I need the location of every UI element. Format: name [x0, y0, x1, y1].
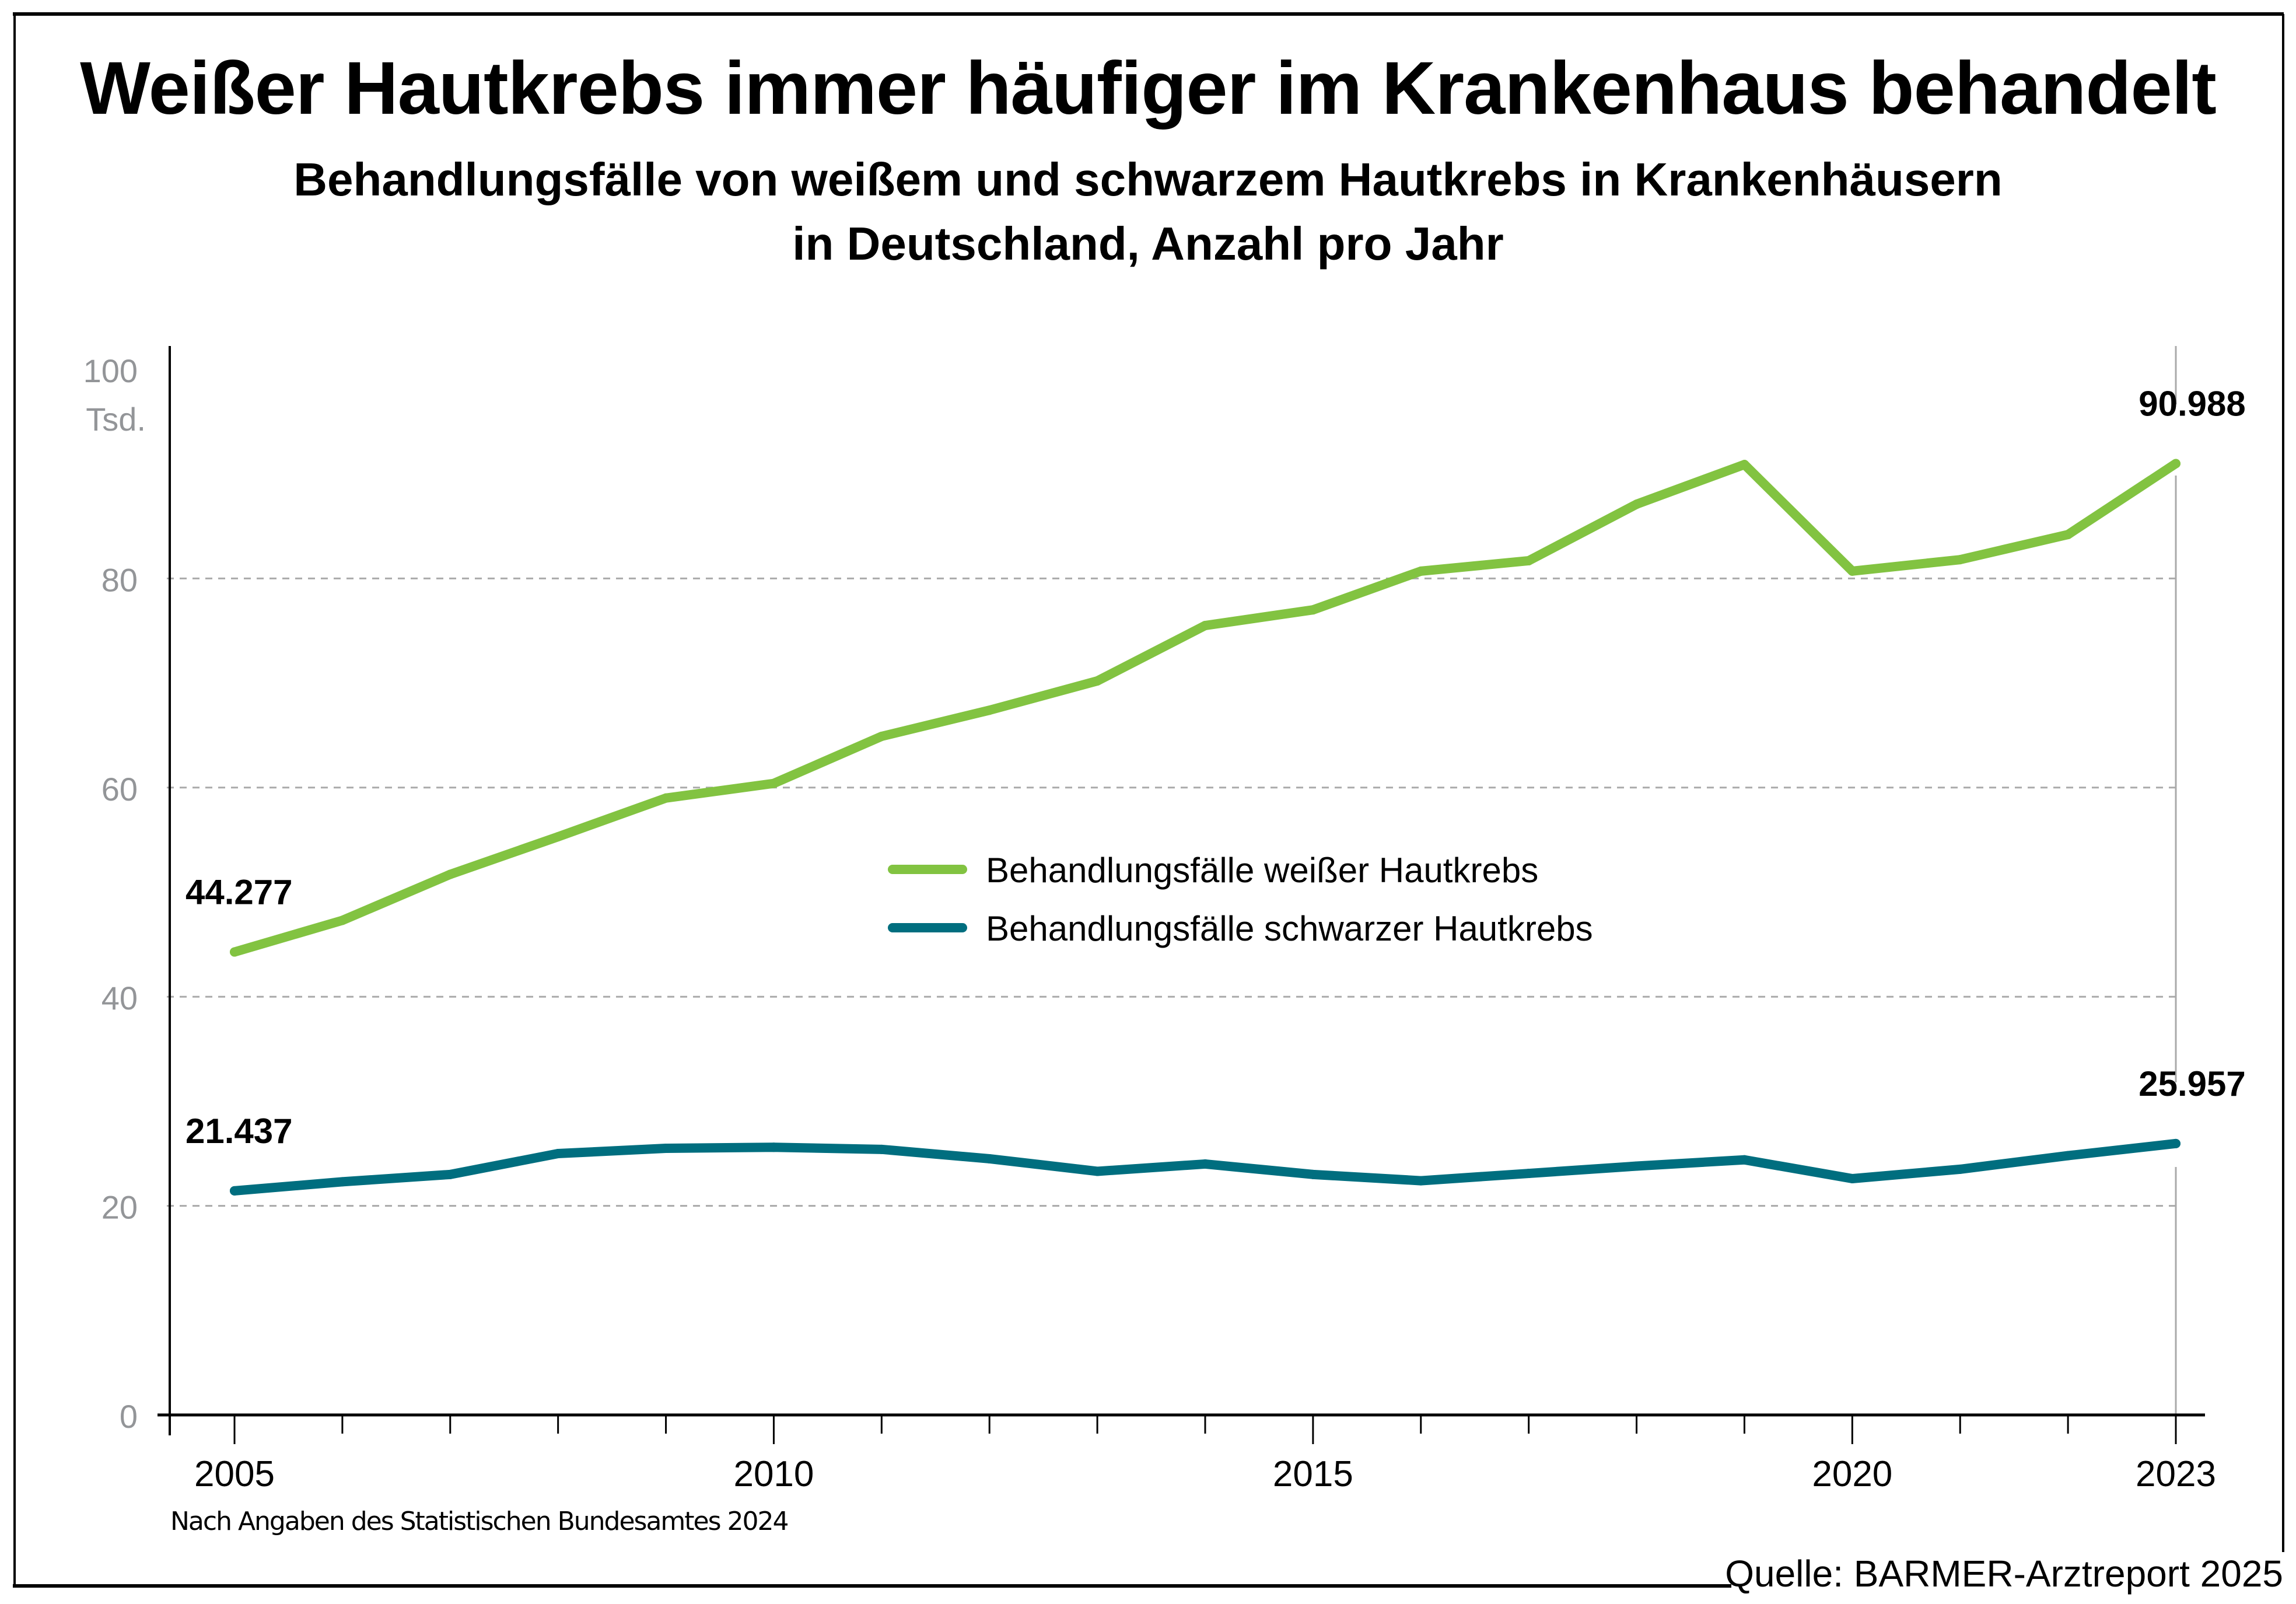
data-point-white-2011	[877, 731, 887, 741]
data-point-black-2011	[877, 1144, 887, 1154]
data-point-black-2015	[1308, 1169, 1318, 1179]
data-point-white-2021	[1955, 555, 1965, 565]
data-note: Nach Angaben des Statistischen Bundesamt…	[170, 1507, 789, 1536]
data-point-white-2006	[337, 915, 347, 925]
data-point-black-2005	[230, 1186, 239, 1196]
y-tick-label-0: 0	[120, 1398, 138, 1435]
y-tick-label-20: 20	[102, 1189, 138, 1226]
chart-subtitle-line1: Behandlungsfälle von weißem und schwarze…	[293, 153, 2003, 205]
data-label-black-2005: 21.437	[186, 1112, 293, 1151]
x-tick-label-2005: 2005	[194, 1454, 275, 1494]
y-tick-label-100: 100	[83, 352, 138, 389]
data-point-black-2023	[2171, 1138, 2180, 1148]
y-tick-label-40: 40	[102, 980, 138, 1016]
data-point-white-2023	[2171, 459, 2180, 469]
data-point-black-2022	[2063, 1151, 2073, 1161]
y-unit-label: Tsd.	[86, 401, 146, 438]
data-point-black-2014	[1200, 1159, 1210, 1169]
data-point-white-2018	[1632, 499, 1642, 509]
data-point-black-2020	[1847, 1174, 1857, 1184]
data-point-black-2018	[1632, 1161, 1642, 1171]
data-point-black-2007	[445, 1169, 455, 1179]
data-point-white-2019	[1740, 460, 1749, 470]
data-point-black-2013	[1093, 1166, 1102, 1176]
data-point-black-2009	[661, 1144, 671, 1154]
data-point-white-2015	[1308, 605, 1318, 615]
data-point-black-2006	[337, 1177, 347, 1187]
legend-label-white: Behandlungsfälle weißer Hautkrebs	[986, 851, 1538, 890]
data-point-white-2009	[661, 793, 671, 803]
data-point-white-2012	[985, 705, 995, 715]
data-point-black-2016	[1416, 1176, 1426, 1186]
data-point-white-2020	[1847, 566, 1857, 576]
data-label-white-2005: 44.277	[186, 873, 293, 912]
data-point-white-2022	[2063, 530, 2073, 540]
data-point-white-2013	[1093, 676, 1102, 686]
data-point-black-2008	[553, 1149, 563, 1158]
source-label: Quelle: BARMER-Arztreport 2025	[1725, 1553, 2283, 1595]
data-point-black-2010	[769, 1142, 779, 1152]
data-point-white-2005	[230, 947, 239, 957]
x-tick-label-2015: 2015	[1273, 1454, 1353, 1494]
chart-subtitle-line2: in Deutschland, Anzahl pro Jahr	[792, 218, 1504, 270]
data-label-white-2023: 90.988	[2138, 384, 2246, 423]
x-tick-label-2010: 2010	[733, 1454, 814, 1494]
legend-label-black: Behandlungsfälle schwarzer Hautkrebs	[986, 909, 1593, 948]
x-tick-label-2023: 2023	[2136, 1454, 2216, 1494]
data-point-white-2010	[769, 778, 779, 788]
data-point-white-2016	[1416, 566, 1426, 576]
data-point-black-2017	[1524, 1169, 1534, 1179]
data-point-black-2012	[985, 1154, 995, 1163]
line-chart: 0 20 40 60 80 100 Tsd. 2005 2010 2015 2020 2023 44.2…	[83, 346, 2246, 1494]
data-point-white-2017	[1524, 555, 1534, 565]
x-tick-label-2020: 2020	[1812, 1454, 1892, 1494]
data-point-black-2019	[1740, 1155, 1749, 1165]
data-point-white-2014	[1200, 621, 1210, 631]
chart-title: Weißer Hautkrebs immer häufiger im Krank…	[80, 47, 2217, 130]
data-point-white-2008	[553, 832, 563, 842]
data-point-white-2007	[445, 869, 455, 879]
data-label-black-2023: 25.957	[2138, 1064, 2246, 1103]
y-tick-label-60: 60	[102, 771, 138, 808]
y-tick-label-80: 80	[102, 561, 138, 598]
data-point-black-2021	[1955, 1164, 1965, 1174]
